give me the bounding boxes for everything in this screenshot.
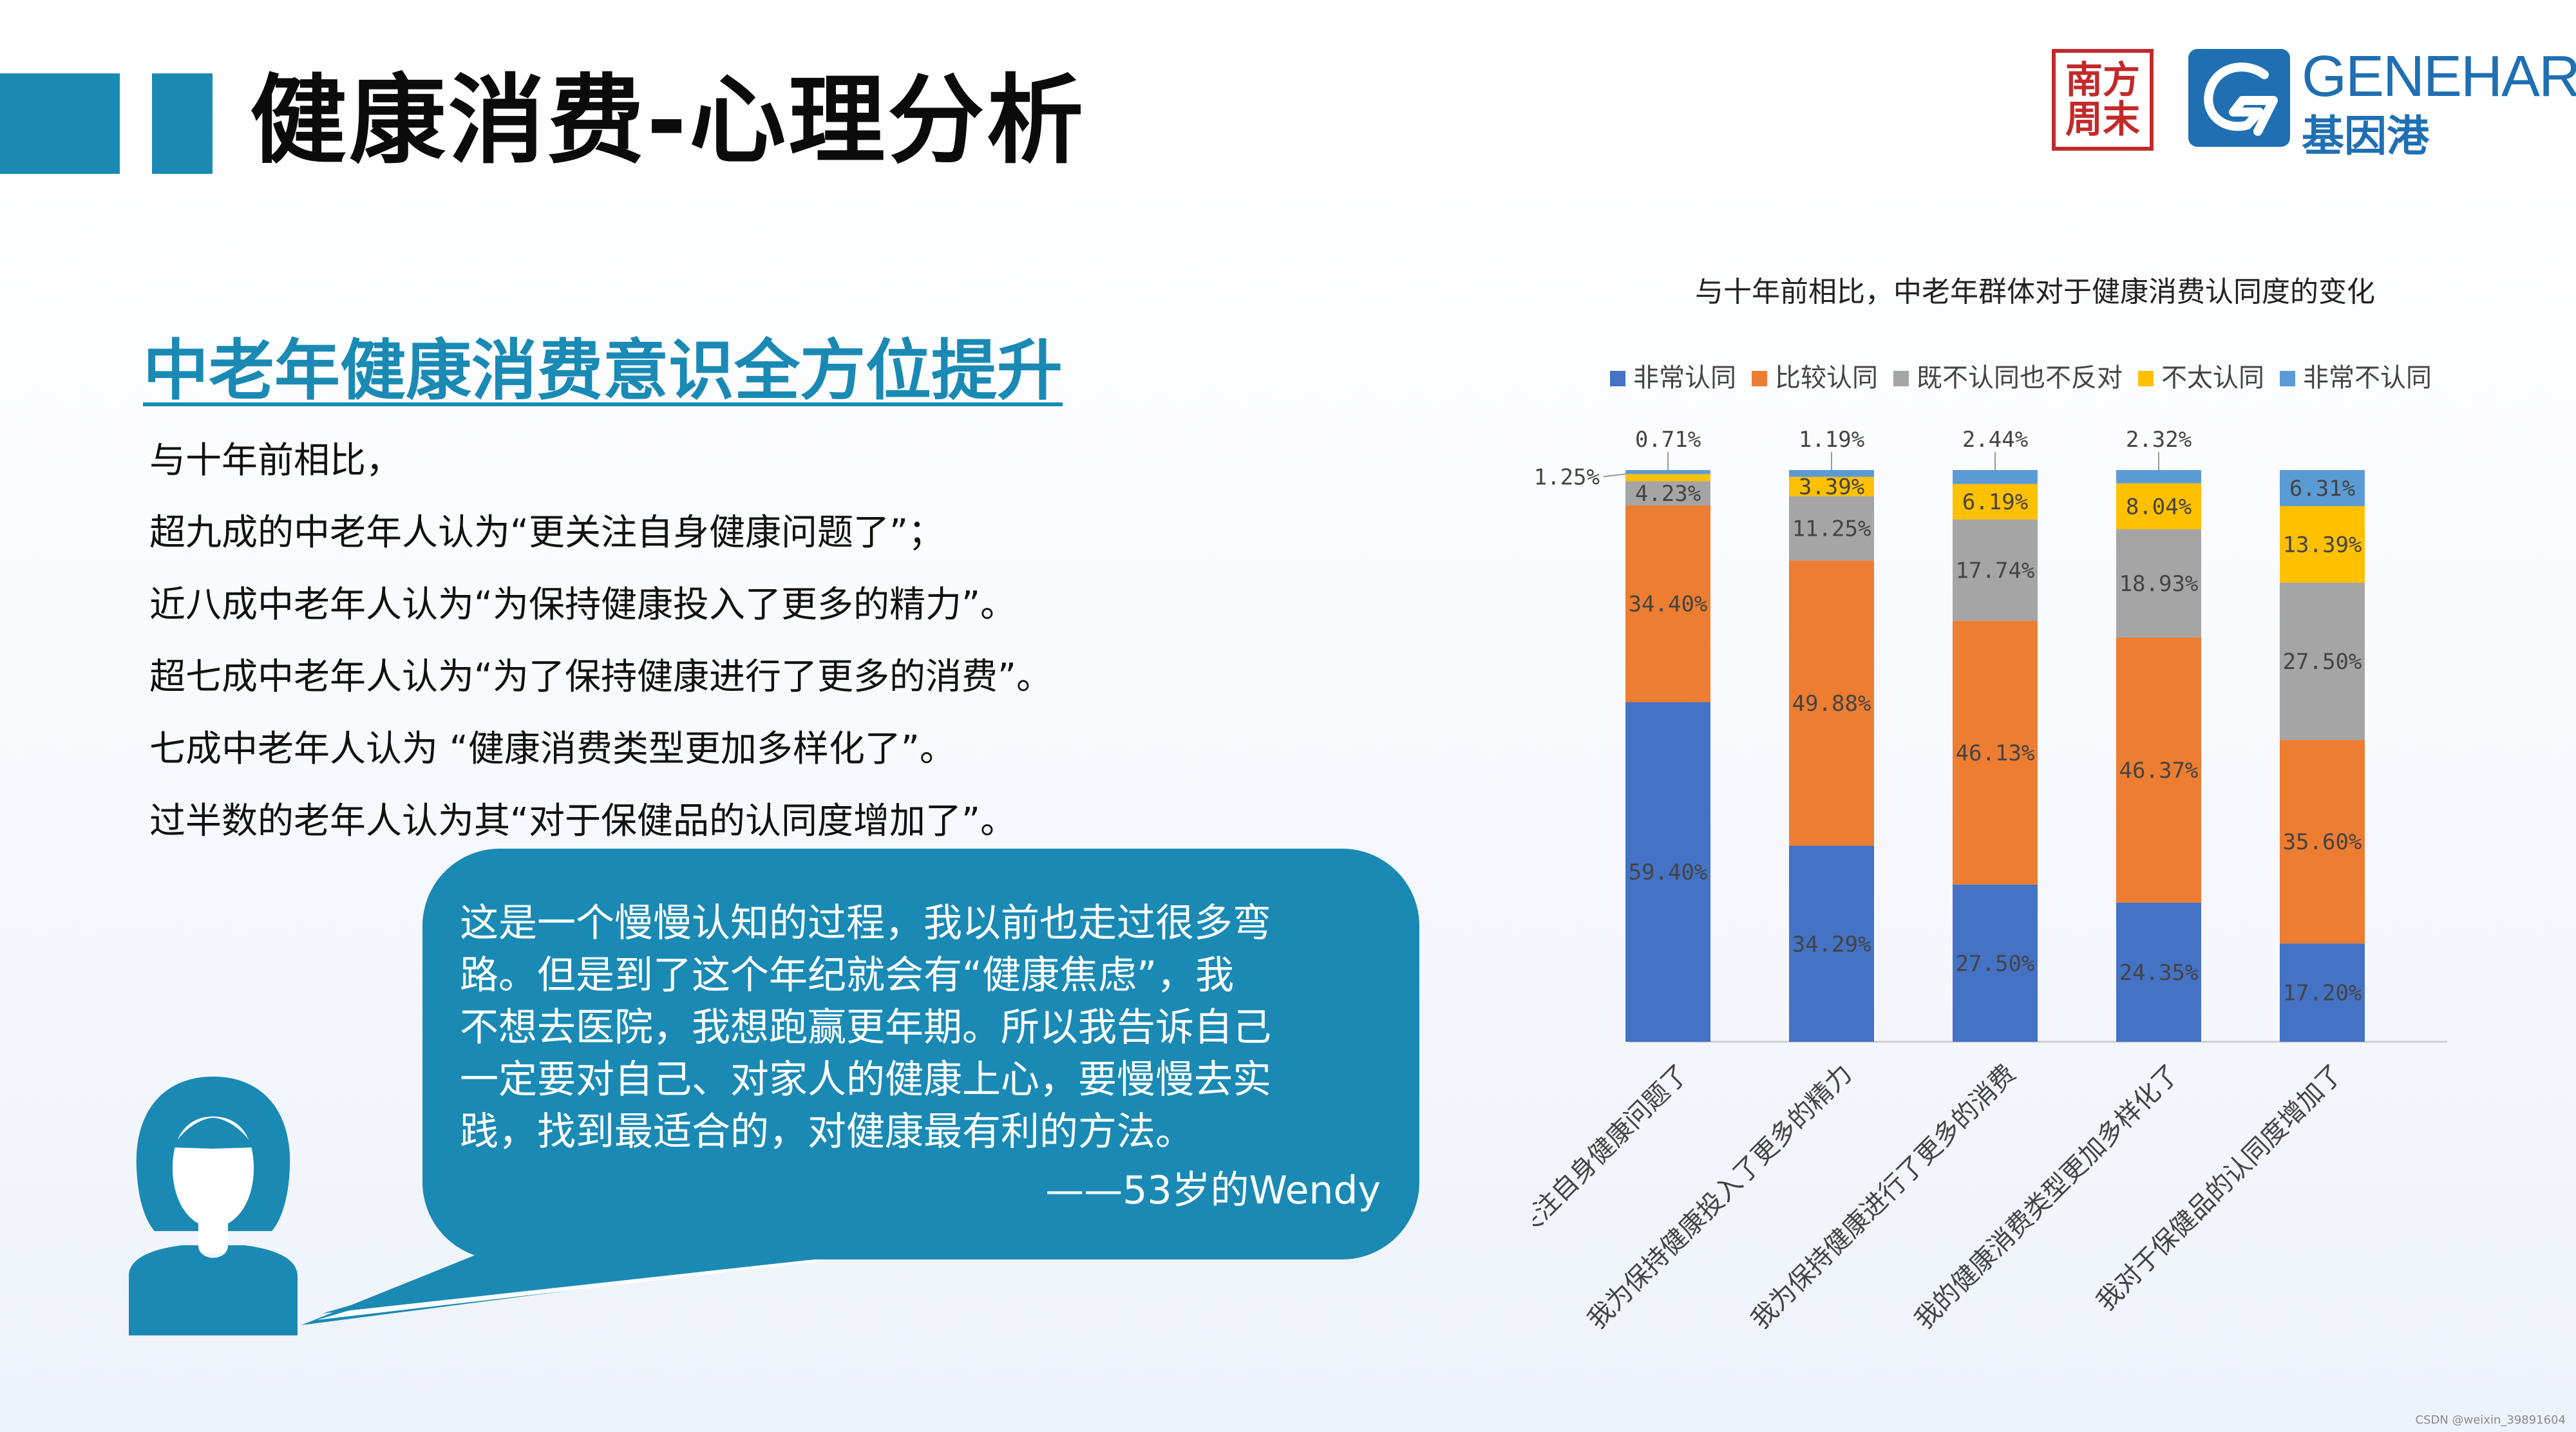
data-label: 17.74% — [1956, 558, 2035, 583]
legend-swatch — [2280, 371, 2295, 386]
bar-segment — [2280, 943, 2365, 1042]
data-label: 4.23% — [1635, 481, 1701, 507]
geneharbor-logo-icon — [2188, 49, 2290, 147]
legend-label: 不太认同 — [2161, 364, 2264, 392]
header-accent-block-right — [152, 73, 213, 174]
legend-label: 非常认同 — [1633, 364, 1736, 392]
brand-name-cn: 基因港 — [2302, 111, 2429, 161]
data-label: 1.25% — [1534, 464, 1600, 490]
data-label: 17.20% — [2283, 981, 2362, 1006]
bar-segment — [2280, 582, 2365, 740]
data-label: 2.32% — [2126, 427, 2192, 453]
data-label: 6.19% — [1962, 489, 2028, 515]
legend-label: 既不认同也不反对 — [1917, 364, 2123, 392]
data-label: 27.50% — [2283, 649, 2362, 675]
bar-segment — [1625, 481, 1710, 505]
summary-text: 与十年前相比， 超九成的中老年人认为“更关注自身健康问题了”； 近八成中老年人认… — [149, 425, 1244, 858]
quote-line: 践，找到最适合的，对健康最有利的方法。 — [460, 1109, 1194, 1154]
data-label-leader — [1603, 473, 1626, 478]
summary-line: 过半数的老年人认为其“对于保健品的认同度增加了”。 — [149, 800, 1017, 842]
bar-segment — [1953, 484, 2038, 520]
bar-segment — [1789, 496, 1874, 561]
bar-segment — [1625, 470, 1710, 475]
bar-segment — [1625, 702, 1710, 1042]
data-label: 59.40% — [1629, 860, 1708, 885]
bar-segment — [2116, 637, 2201, 903]
summary-line: 与十年前相比， — [149, 440, 402, 482]
bar-segment — [2116, 529, 2201, 638]
page-title: 健康消费-心理分析 — [250, 65, 1086, 177]
chart-category-labels: 我更关注自身健康问题了我为保持健康投入了更多的精力我为保持健康进行了更多的消费我… — [1473, 1059, 2348, 1334]
bar-segment — [1789, 470, 1874, 477]
data-label: 24.35% — [2119, 960, 2199, 986]
bar-segment — [2280, 470, 2365, 507]
legend-swatch — [1610, 371, 1625, 386]
bar-segment — [1625, 474, 1710, 482]
bar-segment — [1789, 476, 1874, 496]
data-label: 46.13% — [1956, 740, 2035, 766]
quote-line: 这是一个慢慢认知的过程，我以前也走过很多弯 — [460, 901, 1271, 946]
bar-segment — [2116, 470, 2201, 484]
bar-segment — [1953, 519, 2038, 621]
data-label: 0.71% — [1635, 427, 1701, 453]
quote-line: 不想去医院，我想跑赢更年期。所以我告诉自己 — [460, 1005, 1271, 1050]
data-label: 3.39% — [1799, 475, 1864, 500]
data-label: 2.44% — [1962, 427, 2028, 453]
bar-segment — [2280, 740, 2365, 944]
bar-segment — [2116, 483, 2201, 529]
seal-logo: 南方周末 — [2052, 49, 2154, 151]
data-label: 34.40% — [1629, 592, 1708, 617]
stacked-bar-chart: 与十年前相比，中老年群体对于健康消费认同度的变化 非常认同 比较认同 既不认同也不反… — [1473, 270, 2537, 1378]
category-label: 我的健康消费类型更加多样化了 — [1909, 1059, 2184, 1334]
category-label: 我为保持健康进行了更多的消费 — [1746, 1059, 2021, 1334]
data-label: 34.29% — [1792, 932, 1871, 957]
summary-line: 超七成中老年人认为“为了保持健康进行了更多的消费”。 — [149, 656, 1053, 698]
summary-line: 七成中老年人认为 “健康消费类型更加多样化了”。 — [149, 728, 956, 770]
data-label: 35.60% — [2283, 829, 2362, 855]
brand-name: GENEHARBOR — [2302, 44, 2576, 109]
chart-title: 与十年前相比，中老年群体对于健康消费认同度的变化 — [1695, 276, 2375, 308]
quote-text: 这是一个慢慢认知的过程，我以前也走过很多弯 路。但是到了这个年纪就会有“健康焦虑… — [460, 898, 1381, 1158]
legend-swatch — [2138, 371, 2154, 386]
seal-logo-text: 南方周末 — [2065, 58, 2140, 141]
speech-bubble — [422, 849, 1419, 1259]
bar-segment — [1789, 845, 1874, 1042]
data-label: 27.50% — [1956, 951, 2035, 977]
legend-label: 非常不认同 — [2303, 364, 2432, 392]
chart-bars: 59.40% 34.40% 4.23% 1.25% 0.71% 34.29% 49.88% 1… — [1534, 427, 2447, 1043]
chart-legend: 非常认同 比较认同 既不认同也不反对 不太认同 非常不认同 — [1610, 364, 2432, 392]
quote-line: 路。但是到了这个年纪就会有“健康焦虑”，我 — [460, 953, 1235, 998]
data-label: 8.04% — [2126, 494, 2192, 520]
watermark: CSDN @weixin_39891604 — [2415, 1413, 2566, 1427]
woman-avatar-icon — [129, 1077, 298, 1335]
bar-segment — [1953, 470, 2038, 484]
quote-line: 一定要对自己、对家人的健康上心，要慢慢去实 — [460, 1057, 1271, 1102]
bar-segment — [2280, 506, 2365, 583]
legend-label: 比较认同 — [1775, 364, 1878, 392]
header-accent-block-left — [0, 73, 120, 174]
bar-segment — [1625, 505, 1710, 702]
data-label: 18.93% — [2119, 571, 2199, 597]
summary-line: 超九成的中老年人认为“更关注自身健康问题了”； — [149, 512, 945, 554]
data-label: 1.19% — [1799, 427, 1864, 453]
summary-line: 近八成中老年人认为“为保持健康投入了更多的精力”。 — [149, 584, 1017, 626]
quote-attribution: ——53岁的Wendy — [1045, 1168, 1381, 1213]
category-label: 我为保持健康投入了更多的精力 — [1582, 1059, 1857, 1334]
data-label: 46.37% — [2119, 758, 2199, 784]
data-label: 13.39% — [2283, 532, 2362, 558]
bar-segment — [1789, 560, 1874, 846]
section-heading: 中老年健康消费意识全方位提升 — [143, 333, 1063, 410]
data-label: 11.25% — [1792, 516, 1871, 542]
bar-segment — [1953, 621, 2038, 885]
data-label: 49.88% — [1792, 691, 1871, 717]
bar-segment — [1953, 884, 2038, 1042]
data-label: 6.31% — [2289, 476, 2355, 502]
legend-swatch — [1893, 371, 1909, 386]
bar-segment — [2116, 902, 2201, 1042]
legend-swatch — [1752, 371, 1767, 386]
